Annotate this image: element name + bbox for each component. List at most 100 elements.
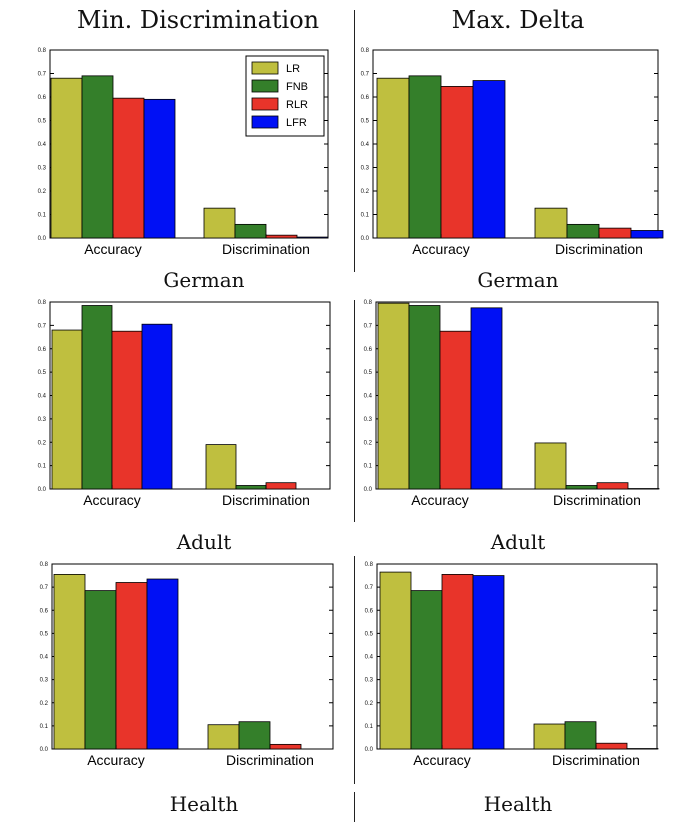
column-divider	[354, 300, 355, 522]
bar-fnb-accuracy	[84, 590, 117, 750]
y-tick-label: 0.7	[364, 323, 373, 329]
bar-lr-accuracy	[376, 77, 410, 239]
column-divider	[354, 10, 355, 272]
y-tick-label: 0.4	[40, 655, 49, 661]
y-tick-label: 0.8	[40, 562, 49, 568]
bar-fnb-accuracy	[408, 75, 442, 239]
bar-lr-accuracy	[377, 302, 410, 490]
y-tick-label: 0.8	[365, 562, 374, 568]
y-tick-label: 0.4	[361, 142, 370, 148]
legend-label: LFR	[286, 117, 307, 129]
x-category-label: Discrimination	[226, 752, 314, 768]
caption-german-right: German	[477, 268, 559, 292]
bar-lr-accuracy	[50, 77, 83, 239]
y-tick-label: 0.1	[38, 464, 47, 470]
x-category-label: Discrimination	[553, 492, 641, 508]
chart-panel-german-min: 0.0 0.1 0.2 0.3 0.4 0.5 0.6 0.7 0.8 Accuracy Discr…	[0, 44, 340, 274]
y-tick-label: 0.6	[40, 608, 49, 614]
y-tick-label: 0.1	[365, 724, 374, 730]
legend-swatch-rlr	[251, 97, 279, 111]
y-tick-label: 0.1	[38, 213, 47, 219]
y-tick-label: 0.3	[40, 678, 49, 684]
x-category-label: Accuracy	[84, 241, 142, 257]
y-tick-label: 0.7	[40, 585, 49, 591]
bar-rlr-accuracy	[111, 330, 143, 490]
y-tick-label: 0.5	[365, 631, 374, 637]
y-tick-label: 0.7	[365, 585, 374, 591]
x-category-label: Accuracy	[87, 752, 145, 768]
bar-lfr-accuracy	[472, 80, 506, 239]
bar-fnb-accuracy	[81, 305, 113, 490]
bar-fnb-discrimination	[235, 485, 267, 490]
caption-german-left: German	[163, 268, 245, 292]
y-tick-label: 0.6	[364, 347, 373, 353]
y-tick-label: 0.7	[38, 72, 47, 78]
bar-rlr-discrimination	[269, 743, 302, 750]
bar-rlr-accuracy	[439, 330, 472, 490]
bar-fnb-discrimination	[234, 223, 267, 239]
chart-adult-max: 0.0 0.1 0.2 0.3 0.4 0.5 0.6 0.7 0.8 Accuracy Discr…	[364, 300, 660, 508]
bar-fnb-discrimination	[565, 485, 598, 490]
bar-lr-accuracy	[53, 574, 86, 750]
y-tick-label: 0.0	[40, 747, 49, 753]
x-category-label: Discrimination	[552, 752, 640, 768]
column-title-right: Max. Delta	[451, 6, 585, 34]
bar-lr-discrimination	[207, 724, 240, 750]
bar-rlr-discrimination	[596, 482, 629, 490]
y-tick-label: 0.6	[38, 95, 47, 101]
y-tick-label: 0.3	[38, 166, 47, 172]
y-tick-label: 0.8	[38, 300, 47, 306]
y-tick-label: 0.0	[365, 747, 374, 753]
chart-german-min: 0.0 0.1 0.2 0.3 0.4 0.5 0.6 0.7 0.8 Accuracy Discr…	[38, 48, 329, 257]
bar-rlr-discrimination	[595, 742, 628, 750]
y-tick-label: 0.2	[361, 189, 370, 195]
legend-label: RLR	[286, 99, 308, 111]
bar-fnb-accuracy	[81, 75, 114, 239]
y-tick-label: 0.4	[38, 394, 47, 400]
y-tick-label: 0.1	[40, 724, 49, 730]
y-tick-label: 0.4	[38, 142, 47, 148]
y-tick-label: 0.1	[361, 213, 370, 219]
bar-rlr-discrimination	[265, 482, 297, 490]
x-category-label: Accuracy	[411, 492, 469, 508]
caption-adult-left: Adult	[176, 530, 232, 554]
y-tick-label: 0.3	[38, 417, 47, 423]
y-tick-label: 0.3	[361, 166, 370, 172]
y-tick-label: 0.7	[361, 72, 370, 78]
y-tick-label: 0.6	[38, 347, 47, 353]
bar-lr-discrimination	[203, 207, 236, 239]
bar-rlr-accuracy	[440, 86, 474, 239]
legend-label: LR	[286, 63, 300, 75]
bar-lfr-accuracy	[470, 307, 503, 490]
bar-rlr-discrimination	[265, 234, 298, 239]
y-tick-label: 0.5	[364, 370, 373, 376]
bar-lfr-discrimination	[630, 230, 664, 239]
bar-lfr-accuracy	[472, 575, 505, 750]
bar-rlr-accuracy	[112, 97, 145, 239]
chart-health-min: 0.0 0.1 0.2 0.3 0.4 0.5 0.6 0.7 0.8 Accuracy Discr…	[40, 562, 334, 768]
bar-lr-discrimination	[205, 444, 237, 490]
y-tick-label: 0.8	[38, 48, 47, 54]
y-tick-label: 0.4	[365, 655, 374, 661]
legend-swatch-lr	[251, 61, 279, 75]
caption-adult-right: Adult	[490, 530, 546, 554]
y-tick-label: 0.2	[364, 440, 373, 446]
caption-health-right: Health	[483, 792, 553, 816]
y-tick-label: 0.4	[364, 394, 373, 400]
y-tick-label: 0.2	[38, 189, 47, 195]
legend-swatch-lfr	[251, 115, 279, 129]
column-divider	[354, 792, 355, 822]
y-tick-label: 0.8	[361, 48, 370, 54]
x-category-label: Accuracy	[413, 752, 471, 768]
legend-label: FNB	[286, 81, 308, 93]
bar-lr-discrimination	[534, 207, 568, 239]
column-title-left: Min. Discrimination	[76, 6, 320, 34]
y-tick-label: 0.2	[38, 440, 47, 446]
bar-fnb-discrimination	[564, 721, 597, 750]
chart-panel-adult-max: 0.0 0.1 0.2 0.3 0.4 0.5 0.6 0.7 0.8 Accuracy Discr…	[340, 295, 684, 525]
bar-lr-accuracy	[379, 571, 412, 750]
y-tick-label: 0.2	[40, 701, 49, 707]
legend-swatch-fnb	[251, 79, 279, 93]
y-tick-label: 0.5	[38, 119, 47, 125]
x-category-label: Accuracy	[83, 492, 141, 508]
